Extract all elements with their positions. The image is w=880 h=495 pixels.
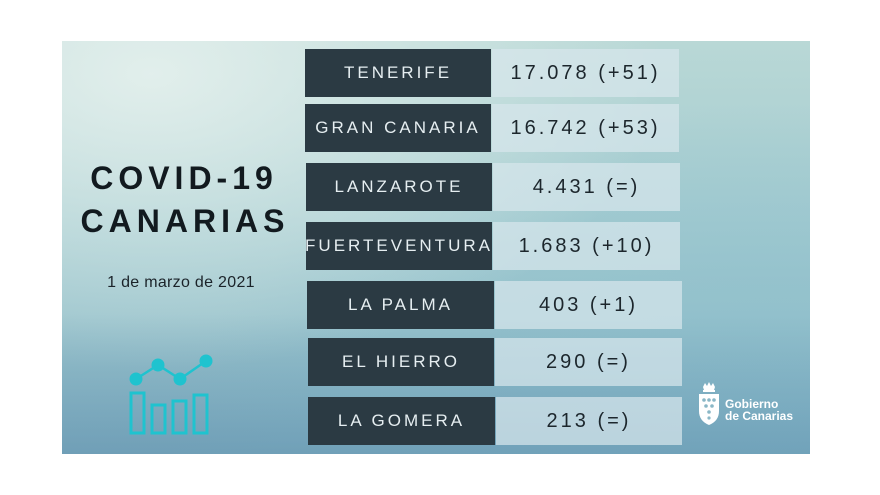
gobierno-de-canarias-logo: Gobierno de Canarias — [696, 381, 804, 431]
case-count: 1.683 (+10) — [493, 222, 680, 270]
island-name: GRAN CANARIA — [305, 104, 491, 152]
logo-line-2: de Canarias — [725, 409, 794, 423]
title-line-1: COVID-19 — [90, 160, 278, 196]
case-count: 290 (=) — [495, 338, 682, 386]
case-count: 213 (=) — [496, 397, 682, 445]
title-line-2: CANARIAS — [80, 203, 290, 239]
case-count: 16.742 (+53) — [492, 104, 679, 152]
island-name: LANZAROTE — [306, 163, 492, 211]
case-count: 403 (+1) — [495, 281, 682, 329]
island-name: FUERTEVENTURA — [305, 222, 492, 270]
island-name: EL HIERRO — [308, 338, 494, 386]
chart-growth-icon — [129, 354, 213, 435]
coat-of-arms-icon — [699, 382, 719, 425]
infographic-poster: COVID-19 CANARIAS 1 de marzo de 2021 TEN… — [62, 41, 810, 454]
island-name: LA GOMERA — [308, 397, 495, 445]
case-count: 4.431 (=) — [493, 163, 680, 211]
report-date: 1 de marzo de 2021 — [107, 274, 255, 291]
logo-line-1: Gobierno — [725, 397, 779, 411]
island-name: LA PALMA — [307, 281, 494, 329]
island-name: TENERIFE — [305, 49, 491, 97]
case-count: 17.078 (+51) — [492, 49, 679, 97]
